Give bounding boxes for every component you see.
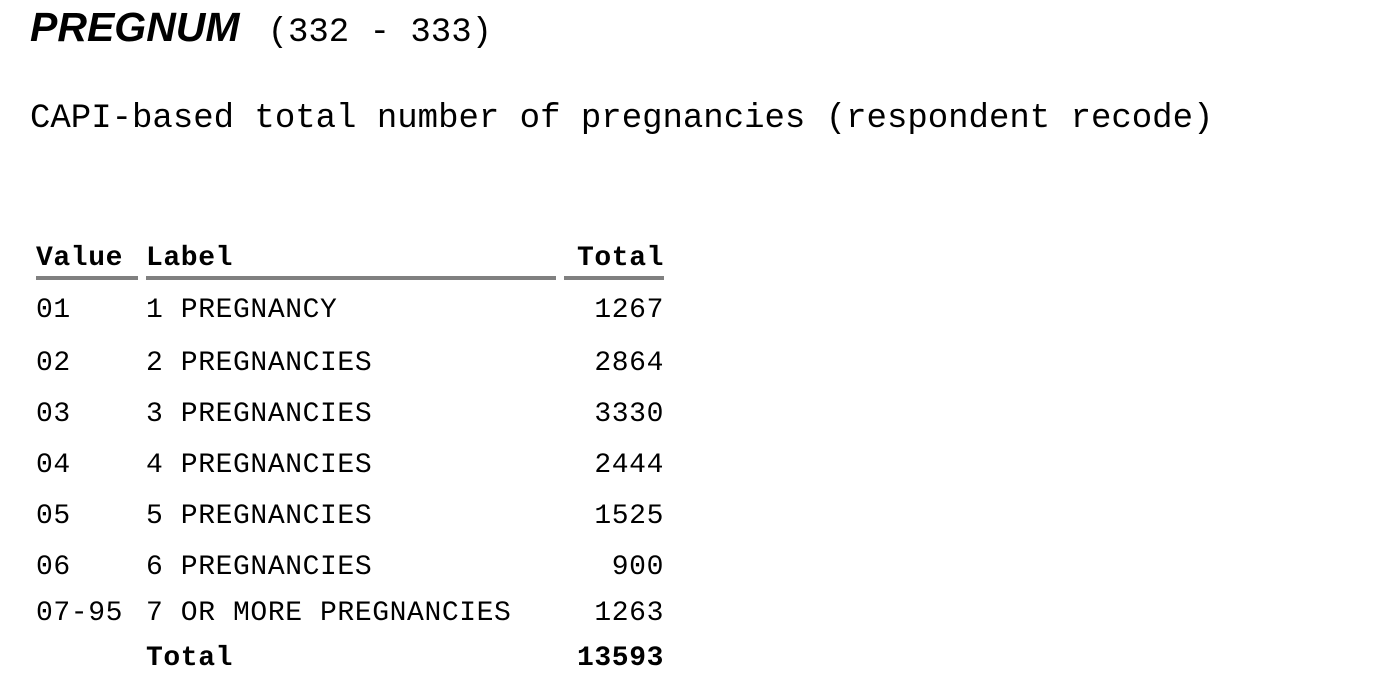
row-total: 1267 [594, 294, 664, 326]
row-label: 2 PREGNANCIES [146, 348, 373, 379]
total-label: Total [146, 642, 234, 674]
table-row: 07-95 7 OR MORE PREGNANCIES 1263 [36, 593, 664, 633]
table-header-row: Value Label Total [36, 234, 664, 280]
frequency-table: Value Label Total 01 1 PREGNANCY 1267 02… [36, 234, 664, 683]
table-row: 04 4 PREGNANCIES 2444 [36, 440, 664, 491]
variable-name: PREGNUM [30, 4, 240, 50]
table-row: 02 2 PREGNANCIES 2864 [36, 338, 664, 389]
row-value: 06 [36, 552, 71, 583]
header-label: Label [146, 234, 556, 280]
column-range: (332 - 333) [267, 14, 493, 52]
table-row: 05 5 PREGNANCIES 1525 [36, 491, 664, 542]
header-total: Total [564, 234, 664, 280]
row-value: 05 [36, 501, 71, 532]
row-total: 1525 [594, 501, 664, 532]
row-label: 7 OR MORE PREGNANCIES [146, 597, 512, 629]
row-label: 5 PREGNANCIES [146, 501, 373, 532]
grand-total: 13593 [576, 642, 664, 674]
row-total: 1263 [594, 597, 664, 629]
table-row: 06 6 PREGNANCIES 900 [36, 542, 664, 593]
row-total: 2864 [594, 348, 664, 379]
row-total: 3330 [594, 399, 664, 430]
row-value: 02 [36, 348, 71, 379]
row-total: 2444 [594, 450, 664, 481]
row-label: 4 PREGNANCIES [146, 450, 373, 481]
row-value: 01 [36, 294, 71, 326]
table-row: 03 3 PREGNANCIES 3330 [36, 389, 664, 440]
row-value: 03 [36, 399, 71, 430]
row-value: 07-95 [36, 597, 124, 629]
row-label: 1 PREGNANCY [146, 294, 338, 326]
table-row: 01 1 PREGNANCY 1267 [36, 280, 664, 338]
header-value: Value [36, 234, 138, 280]
variable-header: PREGNUM (332 - 333) [30, 4, 492, 60]
variable-description: CAPI-based total number of pregnancies (… [30, 100, 1214, 138]
row-label: 6 PREGNANCIES [146, 552, 373, 583]
row-total: 900 [611, 552, 664, 583]
table-total-row: Total 13593 [36, 633, 664, 683]
row-label: 3 PREGNANCIES [146, 399, 373, 430]
row-value: 04 [36, 450, 71, 481]
